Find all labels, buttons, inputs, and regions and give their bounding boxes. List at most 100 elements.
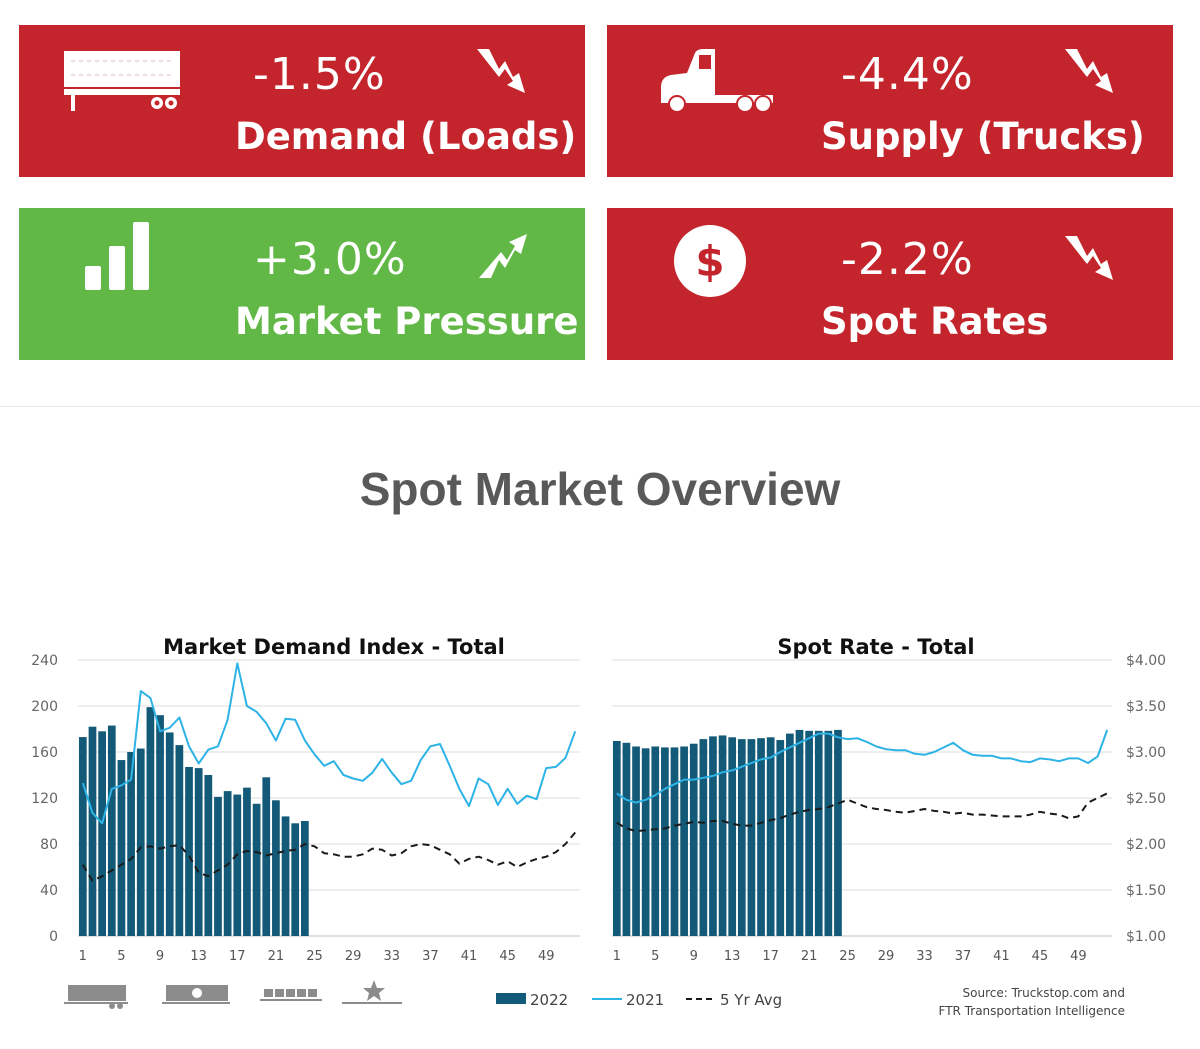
bar-2022: [214, 796, 222, 936]
x-tick-label: 5: [651, 949, 659, 964]
svg-text:$: $: [695, 237, 724, 286]
bar-2022: [291, 823, 300, 936]
x-tick-label: 49: [1070, 949, 1087, 964]
line-5yr-avg: [81, 831, 576, 882]
spot-rates-value: -2.2%: [841, 234, 974, 285]
trailer-icon: [64, 985, 128, 1009]
bar-2022: [301, 821, 309, 936]
x-tick-label: 13: [724, 949, 741, 964]
trend-up-icon: [479, 234, 527, 278]
x-tick-label: 41: [461, 949, 478, 964]
bar-2022: [281, 816, 290, 936]
x-tick-label: 13: [190, 949, 207, 964]
bar-2022: [709, 736, 717, 936]
x-tick-label: 49: [538, 949, 555, 964]
y-tick-label: 160: [31, 745, 58, 761]
bar-chart-icon: [85, 222, 149, 290]
bar-2022: [194, 768, 203, 936]
y-tick-label: 40: [40, 883, 58, 899]
bar-2022: [204, 775, 213, 936]
bar-2022: [737, 739, 746, 936]
reefer-trailer-icon: [162, 985, 230, 1004]
bar-2022: [728, 737, 737, 936]
flatbed-icon: [260, 989, 322, 1001]
x-tick-label: 33: [383, 949, 400, 964]
source-line-2: FTR Transportation Intelligence: [939, 1004, 1125, 1018]
legend-item: 2022: [496, 991, 568, 1009]
x-tick-label: 17: [229, 949, 246, 964]
bar-2022: [661, 747, 669, 936]
spot-rates-tile: $ -2.2% Spot Rates: [607, 208, 1173, 360]
chart-legend: 2022 2021 5 Yr Avg: [496, 991, 782, 1009]
legend-item: 2021: [592, 991, 664, 1009]
bar-2022: [814, 730, 823, 936]
demand-label: Demand (Loads): [235, 115, 577, 158]
bar-2022: [670, 747, 679, 936]
section-divider: [0, 406, 1200, 407]
bar-2022: [88, 726, 97, 936]
truck-icon: [661, 49, 773, 113]
bar-2022: [795, 729, 804, 936]
bar-2022: [786, 733, 794, 936]
trend-down-icon: [477, 49, 525, 93]
x-tick-label: 21: [801, 949, 818, 964]
supply-tile: -4.4% Supply (Trucks): [607, 25, 1173, 177]
bar-2022: [243, 787, 251, 936]
bar-2022: [699, 739, 708, 936]
bar-2022: [612, 740, 621, 936]
bar-2022: [98, 731, 106, 936]
supply-label: Supply (Trucks): [821, 115, 1145, 158]
bar-2022: [641, 748, 650, 936]
y-tick-label: 120: [31, 791, 58, 807]
bar-2022: [718, 735, 727, 936]
y-tick-label: 240: [31, 653, 58, 669]
bar-2022: [805, 730, 813, 936]
x-tick-label: 1: [79, 949, 87, 964]
bar-2022: [175, 745, 184, 936]
bar-2022: [622, 742, 631, 936]
market-pressure-label: Market Pressure: [235, 300, 579, 343]
y-tick-label: $1.00: [1126, 929, 1166, 945]
bar-2022: [127, 752, 135, 936]
legend-label: 5 Yr Avg: [720, 991, 782, 1009]
bar-2022: [689, 743, 698, 936]
y-tick-label: $3.50: [1126, 699, 1166, 715]
bar-2022: [136, 748, 145, 936]
equipment-icons: [64, 980, 402, 1009]
bar-2022: [233, 794, 242, 936]
x-tick-label: 1: [613, 949, 621, 964]
chart-title: Spot Rate - Total: [777, 635, 974, 659]
demand-tile: -1.5% Demand (Loads): [19, 25, 585, 177]
trend-down-icon: [1065, 49, 1113, 93]
bar-2022: [107, 725, 116, 936]
chart-market-demand-index: Market Demand Index - Total 240 200 160 120 8…: [31, 635, 580, 964]
y-tick-label: $3.00: [1126, 745, 1166, 761]
y-tick-label: $2.50: [1126, 791, 1166, 807]
x-tick-label: 17: [762, 949, 779, 964]
x-tick-label: 45: [499, 949, 516, 964]
y-tick-label: 200: [31, 699, 58, 715]
y-tick-label: 80: [40, 837, 58, 853]
x-tick-label: 9: [690, 949, 698, 964]
market-pressure-value: +3.0%: [253, 234, 407, 285]
bar-2022: [834, 729, 842, 936]
x-tick-label: 25: [839, 949, 856, 964]
x-tick-label: 45: [1032, 949, 1049, 964]
x-tick-label: 29: [345, 949, 362, 964]
x-tick-label: 21: [268, 949, 285, 964]
y-tick-label: $4.00: [1126, 653, 1166, 669]
bar-2022: [252, 803, 261, 936]
x-tick-label: 9: [156, 949, 164, 964]
x-tick-label: 25: [306, 949, 323, 964]
bar-2022: [776, 740, 785, 936]
legend-label: 2022: [530, 991, 568, 1009]
trend-down-icon: [1065, 236, 1113, 280]
x-tick-label: 37: [422, 949, 439, 964]
bar-2022: [146, 707, 155, 936]
bar-2022: [272, 800, 280, 936]
bar-2022: [165, 732, 174, 936]
spot-rates-label: Spot Rates: [821, 300, 1049, 343]
bar-2022: [747, 739, 756, 936]
bar-2022: [766, 737, 775, 936]
charts-panel: Market Demand Index - Total 240 200 160 120 8…: [31, 635, 1166, 1018]
